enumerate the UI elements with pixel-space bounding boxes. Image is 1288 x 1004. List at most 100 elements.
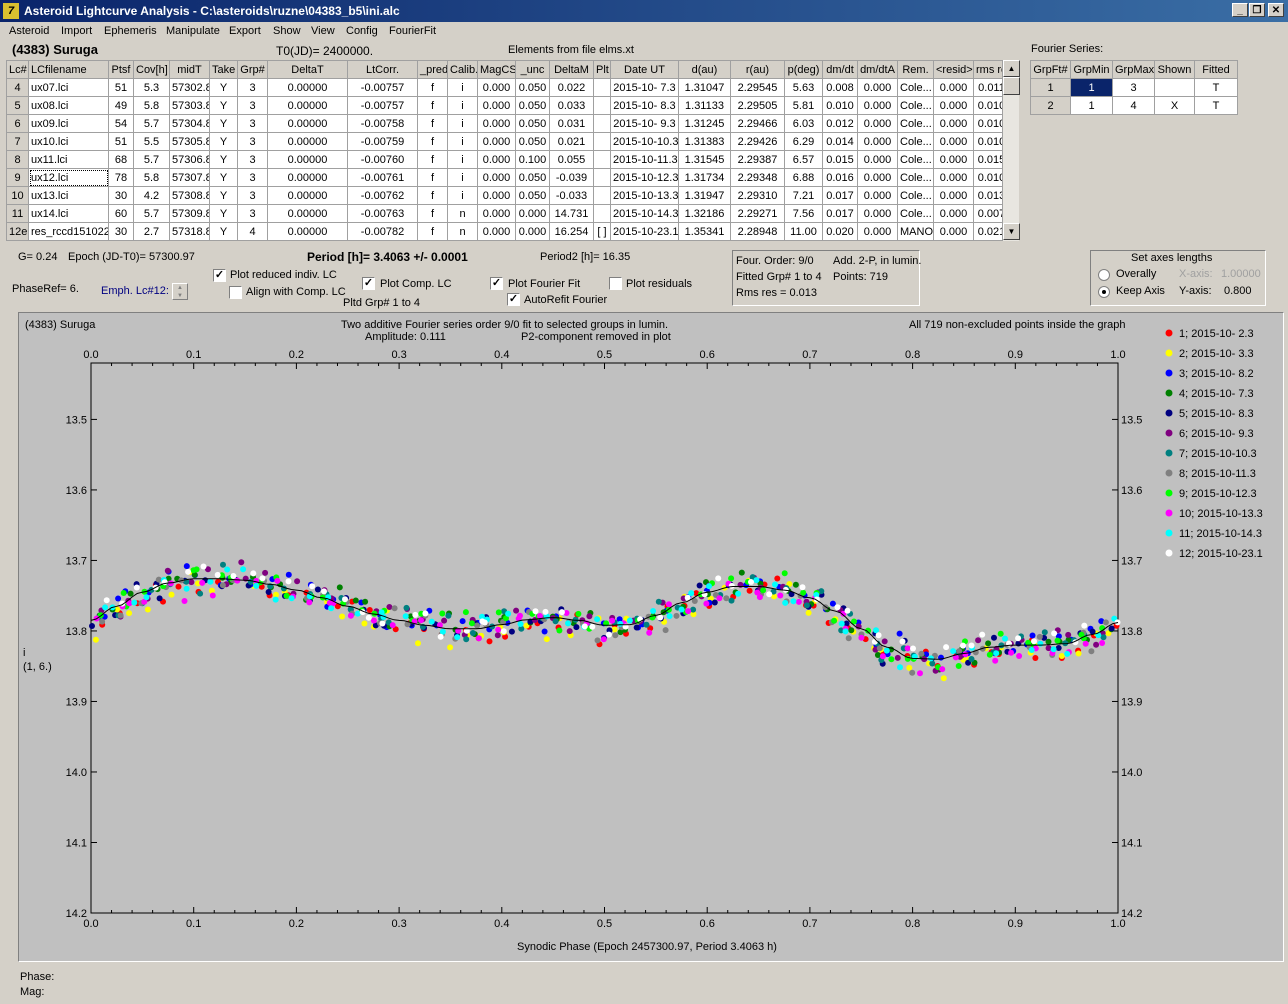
table-cell[interactable]: 0.000 bbox=[857, 132, 898, 151]
scroll-down-icon[interactable]: ▼ bbox=[1003, 223, 1020, 240]
col-header[interactable]: _pred. bbox=[417, 60, 448, 79]
table-cell[interactable]: 2015-10- 7.3 bbox=[610, 78, 679, 97]
align-checkbox[interactable] bbox=[229, 286, 242, 299]
col-header[interactable]: r(au) bbox=[730, 60, 785, 79]
table-cell[interactable]: -0.00760 bbox=[347, 150, 418, 169]
table-cell[interactable]: 5.81 bbox=[784, 96, 823, 115]
table-cell[interactable]: 0.050 bbox=[515, 96, 550, 115]
table-cell[interactable]: -0.00761 bbox=[347, 168, 418, 187]
table-cell[interactable]: 0.010 bbox=[973, 96, 1010, 115]
table-cell[interactable]: Cole... bbox=[897, 168, 934, 187]
table-cell[interactable]: 0.000 bbox=[477, 150, 516, 169]
table-cell[interactable]: 0.000 bbox=[857, 150, 898, 169]
autorefit-checkbox[interactable]: ✓ bbox=[507, 293, 520, 306]
table-cell[interactable]: 3 bbox=[237, 78, 268, 97]
col-header[interactable]: GrpMin bbox=[1070, 60, 1113, 79]
table-cell[interactable]: i bbox=[447, 150, 478, 169]
table-cell[interactable]: 2.29348 bbox=[730, 168, 785, 187]
table-cell[interactable]: Cole... bbox=[897, 96, 934, 115]
table-cell[interactable]: 0.050 bbox=[515, 78, 550, 97]
scroll-thumb[interactable] bbox=[1003, 77, 1020, 95]
y-axis-value[interactable]: 0.800 bbox=[1224, 285, 1252, 297]
keep-axis-radio[interactable] bbox=[1098, 286, 1110, 298]
fourier-cell[interactable]: 3 bbox=[1112, 78, 1155, 97]
table-cell[interactable]: 5.63 bbox=[784, 78, 823, 97]
row-header-cell[interactable]: 10 bbox=[6, 186, 29, 205]
fourier-row[interactable]: 2 1 4 X T bbox=[1030, 96, 1238, 115]
table-cell[interactable]: 0.033 bbox=[549, 96, 594, 115]
menu-ephemeris[interactable]: Ephemeris bbox=[104, 25, 157, 37]
table-cell[interactable]: 54 bbox=[108, 114, 134, 133]
table-cell[interactable]: 0.000 bbox=[515, 222, 550, 241]
table-cell[interactable]: 0.010 bbox=[822, 96, 858, 115]
table-cell[interactable]: 57305.8 bbox=[169, 132, 210, 151]
table-cell[interactable]: 6.03 bbox=[784, 114, 823, 133]
table-cell[interactable]: 0.000 bbox=[933, 96, 974, 115]
table-cell[interactable]: i bbox=[447, 114, 478, 133]
table-cell[interactable]: 0.000 bbox=[857, 96, 898, 115]
menu-manipulate[interactable]: Manipulate bbox=[166, 25, 220, 37]
table-cell[interactable]: 5.3 bbox=[133, 78, 170, 97]
table-cell[interactable]: 30 bbox=[108, 186, 134, 205]
table-cell[interactable]: 57302.8 bbox=[169, 78, 210, 97]
table-cell[interactable] bbox=[593, 168, 611, 187]
table-cell[interactable]: -0.00757 bbox=[347, 78, 418, 97]
table-cell[interactable]: n bbox=[447, 222, 478, 241]
col-header[interactable]: GrpFt# bbox=[1030, 60, 1071, 79]
overally-radio[interactable] bbox=[1098, 269, 1110, 281]
table-cell[interactable]: Cole... bbox=[897, 204, 934, 223]
table-cell[interactable]: f bbox=[417, 78, 448, 97]
table-cell[interactable]: 0.000 bbox=[857, 186, 898, 205]
table-cell[interactable]: ux07.lci bbox=[28, 78, 109, 97]
table-cell[interactable]: 0.000 bbox=[933, 222, 974, 241]
table-cell[interactable]: 0.000 bbox=[515, 204, 550, 223]
table-cell[interactable]: Cole... bbox=[897, 132, 934, 151]
table-scrollbar[interactable]: ▲ ▼ bbox=[1002, 60, 1020, 241]
col-header[interactable]: Calib. bbox=[447, 60, 478, 79]
row-header-cell[interactable]: 6 bbox=[6, 114, 29, 133]
table-row[interactable]: 9 ux12.lci 78 5.8 57307.8 Y 3 0.00000 -0.00761 f i… bbox=[6, 168, 1010, 187]
table-cell[interactable]: f bbox=[417, 186, 448, 205]
table-cell[interactable]: 0.00000 bbox=[267, 168, 348, 187]
table-cell[interactable] bbox=[593, 186, 611, 205]
col-header[interactable]: Rem. bbox=[897, 60, 934, 79]
table-cell[interactable]: 6.29 bbox=[784, 132, 823, 151]
table-cell[interactable]: 3 bbox=[237, 96, 268, 115]
table-cell[interactable]: 0.000 bbox=[857, 78, 898, 97]
table-cell[interactable]: -0.033 bbox=[549, 186, 594, 205]
table-cell[interactable]: 0.000 bbox=[857, 168, 898, 187]
menu-import[interactable]: Import bbox=[61, 25, 93, 37]
table-cell[interactable]: ux08.lci bbox=[28, 96, 109, 115]
table-row[interactable]: 12e res_rccd151022 30 2.7 57318.8 Y 4 0.00000 -0… bbox=[6, 222, 1010, 241]
fourier-cell[interactable]: X bbox=[1154, 96, 1195, 115]
table-cell[interactable]: 0.000 bbox=[477, 168, 516, 187]
table-cell[interactable]: f bbox=[417, 132, 448, 151]
table-cell[interactable]: 0.055 bbox=[549, 150, 594, 169]
plot-residuals-checkbox[interactable] bbox=[609, 277, 622, 290]
col-header[interactable]: Plt bbox=[593, 60, 611, 79]
menu-export[interactable]: Export bbox=[229, 25, 261, 37]
table-cell[interactable]: 0.000 bbox=[477, 132, 516, 151]
table-cell[interactable]: 78 bbox=[108, 168, 134, 187]
table-cell[interactable]: 0.017 bbox=[822, 186, 858, 205]
menu-view[interactable]: View bbox=[311, 25, 335, 37]
table-cell[interactable]: 0.014 bbox=[822, 132, 858, 151]
table-cell[interactable]: 0.015 bbox=[822, 150, 858, 169]
table-cell[interactable]: 0.050 bbox=[515, 114, 550, 133]
col-header[interactable]: Date UT bbox=[610, 60, 679, 79]
emph-spinner[interactable]: ▲ ▼ bbox=[172, 283, 188, 300]
table-cell[interactable]: 0.050 bbox=[515, 132, 550, 151]
table-cell[interactable]: Cole... bbox=[897, 114, 934, 133]
table-cell[interactable] bbox=[593, 150, 611, 169]
table-row[interactable]: 10 ux13.lci 30 4.2 57308.8 Y 3 0.00000 -0.00762 f… bbox=[6, 186, 1010, 205]
table-cell[interactable]: 2015-10-14.3 bbox=[610, 204, 679, 223]
menu-show[interactable]: Show bbox=[273, 25, 301, 37]
table-row[interactable]: 11 ux14.lci 60 5.7 57309.8 Y 3 0.00000 -0.00763 f… bbox=[6, 204, 1010, 223]
table-cell[interactable]: 51 bbox=[108, 132, 134, 151]
table-cell[interactable]: 11.00 bbox=[784, 222, 823, 241]
table-cell[interactable]: 0.011 bbox=[973, 78, 1010, 97]
chart-canvas[interactable]: 0.0 0.0 0.1 0.1 0.2 0.2 0.3 0.3 0.4 0.4 0.5 0.5 0.6 0… bbox=[19, 313, 1283, 961]
table-cell[interactable]: 57318.8 bbox=[169, 222, 210, 241]
restore-icon[interactable]: ❐ bbox=[1249, 3, 1265, 17]
lightcurve-graph[interactable]: (4383) Suruga Two additive Fourier serie… bbox=[18, 312, 1284, 962]
